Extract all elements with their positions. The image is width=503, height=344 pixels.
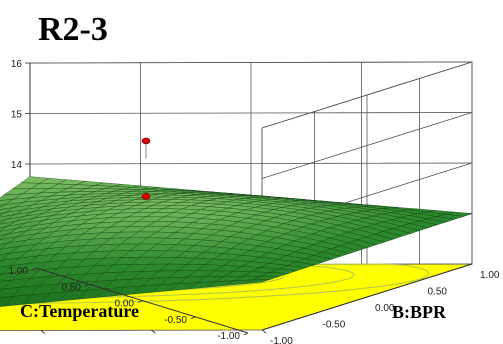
y-axis-ticks: 1.00 0.50 0.00 -0.50 -1.00	[9, 266, 249, 342]
y-tick-mark	[190, 316, 196, 320]
z-tick-label: 15	[11, 110, 23, 121]
wall-gridline	[29, 112, 473, 179]
response-surface	[0, 176, 473, 307]
contour-line	[0, 263, 430, 304]
x-tick-label: 1.00	[480, 270, 500, 281]
design-points	[141, 137, 151, 200]
y-axis-line	[35, 267, 249, 334]
wall-gridline	[29, 61, 473, 129]
y-tick-mark	[243, 332, 249, 336]
y-tick-label: 0.50	[62, 282, 82, 293]
y-axis-label: C:Temperature	[20, 301, 139, 321]
z-tick-label: 16	[11, 59, 23, 70]
y-tick-label: -0.50	[164, 315, 187, 326]
design-point	[141, 193, 151, 200]
x-tick-mark	[40, 330, 46, 334]
surface-cell	[0, 226, 8, 232]
chart-title: R2-3	[38, 11, 108, 48]
y-tick-mark	[137, 300, 143, 303]
y-tick-mark	[84, 283, 90, 287]
x-tick-label: -1.00	[270, 336, 293, 344]
x-tick-label: -0.50	[323, 320, 346, 331]
x-axis-label: B:BPR	[392, 302, 447, 322]
x-axis-ticks: -1.00 -0.50 0.00 0.50 1.00	[40, 263, 500, 344]
y-tick-label: -1.00	[217, 331, 240, 342]
x-tick-label: 0.50	[428, 287, 448, 298]
surface-cell	[0, 273, 3, 277]
surface-cell	[40, 291, 69, 303]
x-axis-line	[261, 263, 473, 331]
z-tick-label: 14	[11, 160, 23, 171]
y-tick-mark	[31, 267, 37, 271]
x-tick-mark	[261, 329, 267, 334]
x-tick-mark	[151, 329, 156, 334]
y-tick-label: 1.00	[9, 266, 29, 277]
y-tick-label: 0.00	[115, 299, 135, 310]
x-tick-label: 0.00	[375, 303, 395, 314]
